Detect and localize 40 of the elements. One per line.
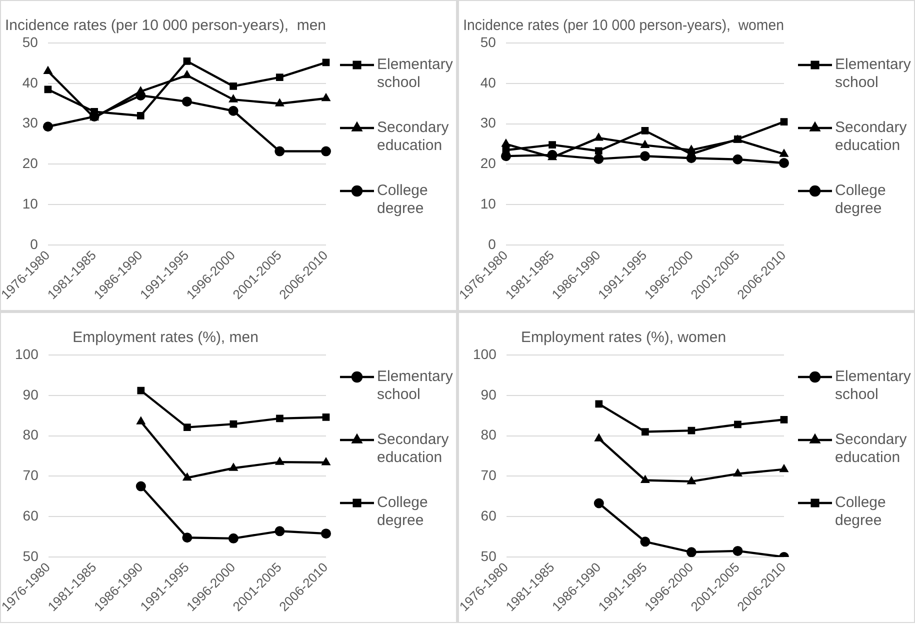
y-tick-label: 20 [480, 155, 496, 172]
y-tick-label: 10 [22, 195, 38, 212]
y-tick-label: 10 [480, 195, 496, 212]
y-tick-label: 30 [480, 114, 496, 131]
legend-label: College degree [835, 494, 886, 530]
legend-label: Elementary school [835, 368, 912, 404]
y-tick-label: 70 [480, 467, 497, 484]
legend-label: College degree [377, 494, 428, 530]
legend-label: Elementary school [377, 56, 454, 92]
y-tick-label: 50 [22, 34, 38, 50]
y-tick-label: 30 [22, 114, 38, 131]
legend-label: Secondary education [377, 119, 450, 154]
y-tick-label: 90 [480, 386, 497, 402]
chart-title: Employment rates (%), women [520, 329, 726, 346]
y-tick-label: 0 [30, 236, 38, 252]
y-tick-label: 50 [480, 34, 496, 50]
y-tick-label: 80 [22, 426, 39, 443]
legend-label: College degree [835, 182, 886, 218]
y-tick-label: 80 [480, 426, 497, 443]
legend-label: Secondary education [835, 119, 908, 154]
y-tick-label: 60 [22, 507, 39, 524]
y-tick-label: 50 [480, 548, 497, 564]
y-tick-label: 20 [22, 155, 38, 172]
chart-title: Incidence rates (per 10 000 person-years), women [463, 18, 784, 34]
legend-label: Secondary education [377, 431, 450, 466]
chart-title: Employment rates (%), men [72, 329, 258, 346]
legend-label: Secondary education [835, 431, 908, 466]
y-tick-label: 100 [473, 346, 497, 362]
y-tick-label: 40 [22, 74, 38, 90]
y-tick-label: 100 [15, 346, 39, 362]
legend-label: College degree [377, 182, 428, 218]
y-tick-label: 70 [22, 467, 39, 484]
y-tick-label: 40 [480, 74, 496, 90]
legend-label: Elementary school [835, 56, 912, 92]
y-tick-label: 0 [488, 236, 496, 252]
legend-label: Elementary school [377, 368, 454, 404]
y-tick-label: 60 [480, 507, 497, 524]
y-tick-label: 50 [22, 548, 39, 564]
y-tick-label: 90 [22, 386, 39, 402]
chart-title: Incidence rates (per 10 000 person-years), men [5, 17, 326, 34]
